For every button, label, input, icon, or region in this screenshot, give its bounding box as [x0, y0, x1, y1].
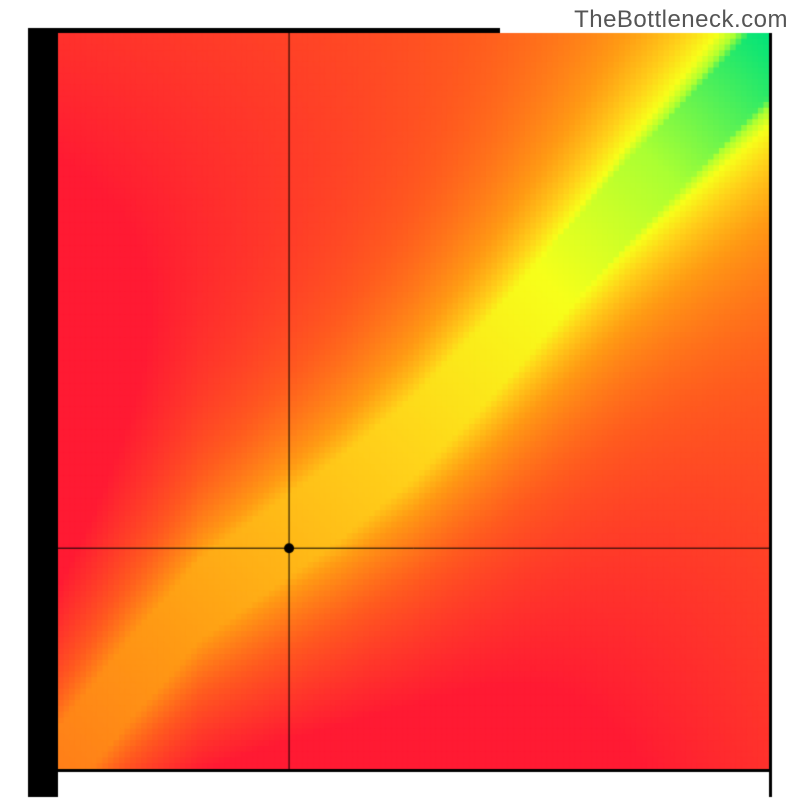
watermark-text: TheBottleneck.com	[574, 6, 788, 34]
bottleneck-heatmap-canvas	[0, 0, 800, 800]
